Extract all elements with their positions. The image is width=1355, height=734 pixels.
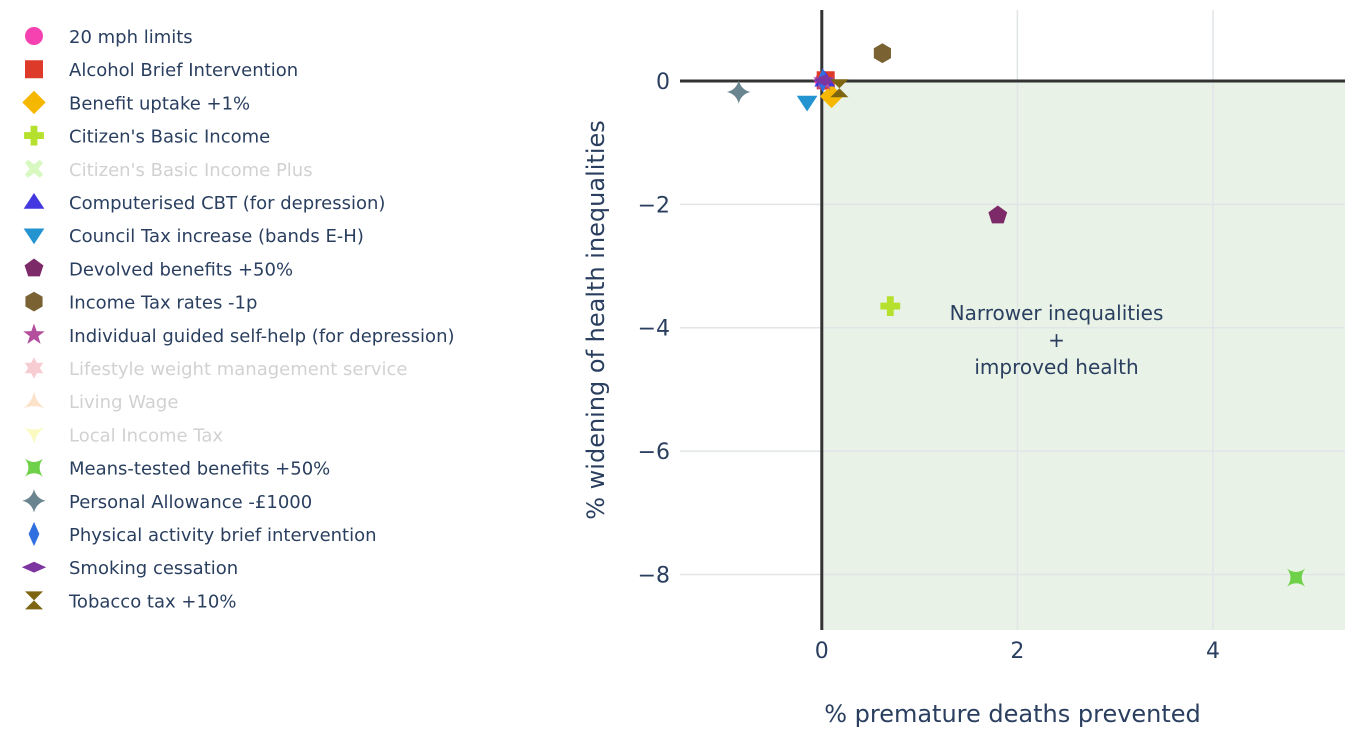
legend-item[interactable]: 20 mph limits xyxy=(25,27,193,48)
data-point[interactable] xyxy=(988,205,1008,224)
legend-label: Alcohol Brief Intervention xyxy=(69,60,298,81)
legend-label: Citizen's Basic Income xyxy=(69,127,270,148)
legend-label: Individual guided self-help (for depress… xyxy=(69,326,455,347)
legend-item[interactable]: Benefit uptake +1% xyxy=(22,90,250,115)
legend-marker xyxy=(23,391,45,409)
data-point[interactable] xyxy=(812,74,837,86)
legend-item[interactable]: Local Income Tax xyxy=(23,425,223,446)
legend-item[interactable]: Physical activity brief intervention xyxy=(28,521,377,547)
legend-marker xyxy=(25,291,43,312)
legend-item[interactable]: Computerised CBT (for depression) xyxy=(23,193,386,214)
legend-marker xyxy=(25,458,43,477)
legend-label: Devolved benefits +50% xyxy=(69,259,293,280)
legend-item[interactable]: Smoking cessation xyxy=(21,558,238,579)
data-point[interactable] xyxy=(796,95,818,112)
legend-label: Physical activity brief intervention xyxy=(69,525,377,546)
zero-lines xyxy=(680,10,1345,630)
legend-marker xyxy=(23,323,45,344)
legend-label: Benefit uptake +1% xyxy=(69,93,250,114)
legend-label: Living Wage xyxy=(69,392,178,413)
y-tick-label: −2 xyxy=(638,193,670,218)
legend-marker xyxy=(21,561,47,573)
legend-item[interactable]: Income Tax rates -1p xyxy=(25,291,257,314)
legend-item[interactable]: Tobacco tax +10% xyxy=(25,591,236,612)
legend-item[interactable]: Individual guided self-help (for depress… xyxy=(23,323,455,347)
legend-marker xyxy=(23,228,45,245)
y-axis-ticks: 0 −2 −4 −6 −8 xyxy=(638,70,670,589)
legend-marker xyxy=(25,159,43,178)
plot-area: Narrower inequalities + improved health xyxy=(680,10,1345,631)
legend-label: Council Tax increase (bands E-H) xyxy=(69,226,364,247)
legend-label: Local Income Tax xyxy=(69,425,223,446)
y-tick-label: 0 xyxy=(656,70,670,95)
legend-label: Smoking cessation xyxy=(69,558,238,579)
x-tick-label: 0 xyxy=(815,639,829,664)
annotation-line: + xyxy=(1048,328,1065,352)
data-point[interactable] xyxy=(727,80,751,104)
legend-marker xyxy=(25,60,43,79)
legend-marker xyxy=(28,521,40,547)
legend-item[interactable]: Devolved benefits +50% xyxy=(24,258,293,281)
annotation: Narrower inequalities + improved health xyxy=(950,301,1164,379)
legend-item[interactable]: Living Wage xyxy=(23,391,178,413)
x-tick-label: 2 xyxy=(1010,639,1024,664)
legend-label: Personal Allowance -£1000 xyxy=(69,492,312,513)
legend-marker xyxy=(24,357,44,379)
legend-marker xyxy=(23,427,45,445)
y-axis-title: % widening of health inequalities xyxy=(582,120,610,520)
data-point[interactable] xyxy=(880,296,901,316)
y-tick-label: −6 xyxy=(638,440,670,465)
legend-label: Income Tax rates -1p xyxy=(69,293,257,314)
legend-label: Tobacco tax +10% xyxy=(68,591,236,612)
legend-label: Means-tested benefits +50% xyxy=(69,459,330,480)
x-axis-title: % premature deaths prevented xyxy=(824,700,1201,728)
annotation-line: improved health xyxy=(974,355,1138,379)
y-tick-label: −4 xyxy=(638,317,670,342)
legend-marker xyxy=(24,125,44,146)
legend-item[interactable]: Means-tested benefits +50% xyxy=(25,458,330,480)
legend-item[interactable]: Lifestyle weight management service xyxy=(24,357,408,380)
annotation-line: Narrower inequalities xyxy=(950,301,1164,325)
legend-label: 20 mph limits xyxy=(69,27,193,48)
legend-item[interactable]: Citizen's Basic Income xyxy=(24,125,270,148)
x-tick-label: 4 xyxy=(1206,639,1220,664)
legend-item[interactable]: Council Tax increase (bands E-H) xyxy=(23,226,364,247)
legend-marker xyxy=(23,193,45,209)
data-point[interactable] xyxy=(1287,568,1306,587)
grid-lines xyxy=(680,10,1345,630)
legend-label: Computerised CBT (for depression) xyxy=(69,193,385,214)
legend-marker xyxy=(25,591,43,610)
legend-label: Citizen's Basic Income Plus xyxy=(69,160,313,181)
data-point[interactable] xyxy=(873,43,891,64)
legend-item[interactable]: Personal Allowance -£1000 xyxy=(22,489,312,513)
data-point[interactable] xyxy=(830,79,849,98)
legend-item[interactable]: Citizen's Basic Income Plus xyxy=(25,159,313,181)
legend-marker xyxy=(22,90,46,115)
legend[interactable]: 20 mph limits Alcohol Brief Intervention B… xyxy=(21,27,455,612)
legend-marker xyxy=(25,27,43,45)
y-tick-label: −8 xyxy=(638,563,670,588)
data-points xyxy=(727,43,1306,587)
shaded-region xyxy=(821,80,1345,631)
legend-marker xyxy=(22,489,46,513)
legend-marker xyxy=(24,258,44,277)
x-axis-ticks: 0 2 4 xyxy=(815,639,1220,664)
legend-item[interactable]: Alcohol Brief Intervention xyxy=(25,60,298,81)
legend-label: Lifestyle weight management service xyxy=(69,359,408,380)
